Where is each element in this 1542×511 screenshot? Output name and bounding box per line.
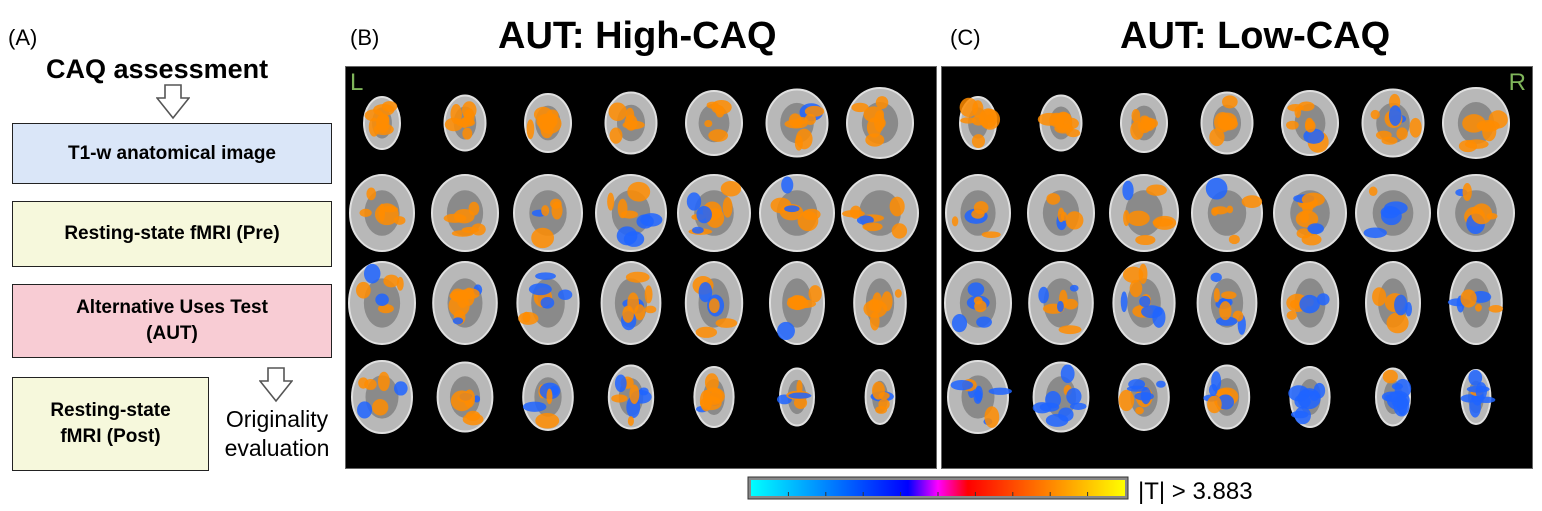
brain-slice (607, 364, 655, 430)
evaluation-line: evaluation (224, 434, 330, 461)
low-caq-slices-svg (944, 87, 1515, 434)
brain-slice (684, 261, 744, 345)
brain-slice (765, 88, 829, 158)
brain-slice (759, 174, 835, 252)
caq-assessment-title: CAQ assessment (46, 54, 269, 84)
brain-slice (351, 360, 413, 434)
brain-slice (595, 174, 667, 252)
resting-post-label-line2: fMRI (Post) (60, 426, 161, 447)
brain-slice (1037, 94, 1083, 152)
threshold-label: |T| > 3.883 (1138, 478, 1253, 505)
brain-slice (776, 367, 815, 427)
resting-post-label-line1: Resting-state (50, 400, 171, 422)
brain-slice (945, 174, 1011, 252)
brain-slice (600, 261, 662, 345)
aut-label-line1: Alternative Uses Test (76, 297, 268, 319)
panel-b-title: AUT: High-CAQ (498, 15, 777, 57)
brain-slice (685, 90, 743, 156)
brain-slice (1442, 87, 1510, 159)
brain-slice (1191, 174, 1263, 252)
brain-slice (1447, 261, 1504, 345)
brain-slice (1032, 361, 1090, 433)
panel-b-letter: (B) (350, 25, 380, 50)
brain-slice (604, 91, 658, 155)
brain-slice (1280, 261, 1340, 345)
brain-slice (1460, 369, 1496, 425)
brain-slice (513, 174, 583, 252)
low-caq-brain-slices: R (941, 66, 1533, 469)
resting-state-pre-box: Resting-state fMRI (Pre) (12, 201, 332, 267)
brain-slice (348, 261, 416, 345)
brain-slice (1281, 90, 1339, 156)
resting-state-post-box: Resting-state fMRI (Post) (12, 377, 209, 471)
t-statistic-colorbar (747, 476, 1129, 500)
brain-slice (349, 174, 415, 252)
brain-slice (1109, 174, 1179, 252)
left-hemisphere-marker: L (350, 69, 364, 96)
brain-slice (516, 261, 580, 345)
brain-slice (1118, 363, 1170, 431)
brain-slice (1361, 88, 1425, 158)
panel-a-letter: (A) (8, 25, 38, 50)
brain-slice (944, 261, 1012, 345)
originality-line: Originality (225, 406, 329, 432)
t1w-label: T1-w anatomical image (67, 142, 276, 164)
brain-slice (363, 96, 401, 150)
brain-slice (1200, 91, 1254, 155)
panel-c-letter: (C) (950, 25, 981, 50)
down-arrow-icon-2 (259, 367, 293, 403)
brain-slice (443, 94, 487, 152)
resting-pre-label: Resting-state fMRI (Pre) (64, 223, 280, 245)
brain-slice (432, 261, 498, 345)
aut-box: Alternative Uses Test (AUT) (12, 284, 332, 358)
brain-slice (522, 363, 574, 431)
brain-slice (431, 174, 499, 252)
brain-slice (1027, 174, 1095, 252)
brain-slice (1355, 174, 1431, 252)
brain-slice (1196, 261, 1258, 345)
brain-slice (769, 261, 825, 345)
brain-slice (1365, 261, 1421, 345)
down-arrow-icon (156, 84, 190, 120)
brain-slice (436, 361, 494, 433)
brain-slice (947, 360, 1012, 434)
high-caq-brain-slices: L (345, 66, 937, 469)
brain-slice (1112, 261, 1176, 345)
brain-slice (841, 174, 919, 252)
panel-c-title: AUT: Low-CAQ (1120, 15, 1391, 57)
aut-label-line2: (AUT) (146, 323, 198, 344)
brain-slice (1288, 366, 1331, 428)
right-hemisphere-marker: R (1508, 69, 1526, 96)
brain-slice (1028, 261, 1094, 345)
brain-slice (1203, 364, 1251, 430)
brain-slice (693, 366, 735, 428)
brain-slice (1375, 367, 1412, 427)
brain-slice (1273, 174, 1347, 252)
t1w-anatomical-box: T1-w anatomical image (12, 123, 332, 184)
brain-slice (864, 369, 896, 425)
brain-slice (1437, 174, 1515, 252)
originality-evaluation-label: Originality evaluation (214, 405, 340, 463)
brain-slice (1120, 93, 1168, 153)
high-caq-slices-svg (348, 87, 919, 434)
brain-slice (846, 87, 914, 159)
brain-slice (853, 261, 907, 345)
brain-slice (959, 96, 1001, 150)
brain-slice (524, 93, 572, 153)
brain-slice (677, 174, 751, 252)
